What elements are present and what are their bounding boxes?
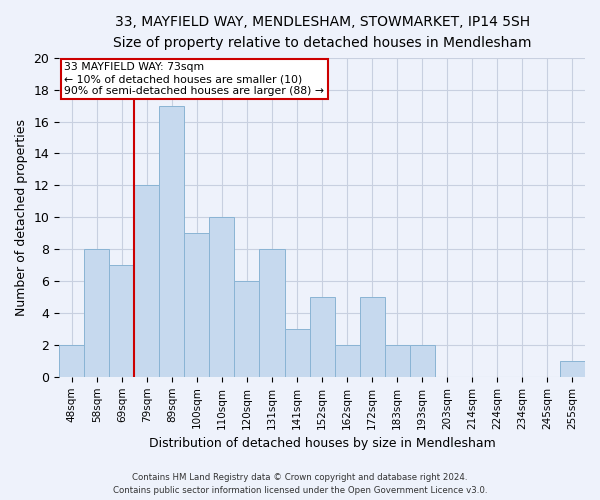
Bar — [310, 297, 335, 377]
Bar — [109, 265, 134, 377]
Bar — [335, 345, 359, 377]
Bar — [184, 233, 209, 377]
Bar — [235, 281, 259, 377]
Bar — [560, 361, 585, 377]
Y-axis label: Number of detached properties: Number of detached properties — [15, 119, 28, 316]
Bar — [410, 345, 435, 377]
X-axis label: Distribution of detached houses by size in Mendlesham: Distribution of detached houses by size … — [149, 437, 496, 450]
Bar — [359, 297, 385, 377]
Bar — [84, 249, 109, 377]
Bar — [259, 249, 284, 377]
Text: 33 MAYFIELD WAY: 73sqm
← 10% of detached houses are smaller (10)
90% of semi-det: 33 MAYFIELD WAY: 73sqm ← 10% of detached… — [64, 62, 325, 96]
Bar — [209, 218, 235, 377]
Bar — [160, 106, 184, 377]
Bar — [134, 186, 160, 377]
Bar — [385, 345, 410, 377]
Text: Contains HM Land Registry data © Crown copyright and database right 2024.
Contai: Contains HM Land Registry data © Crown c… — [113, 474, 487, 495]
Bar — [59, 345, 84, 377]
Title: 33, MAYFIELD WAY, MENDLESHAM, STOWMARKET, IP14 5SH
Size of property relative to : 33, MAYFIELD WAY, MENDLESHAM, STOWMARKET… — [113, 15, 532, 50]
Bar — [284, 329, 310, 377]
